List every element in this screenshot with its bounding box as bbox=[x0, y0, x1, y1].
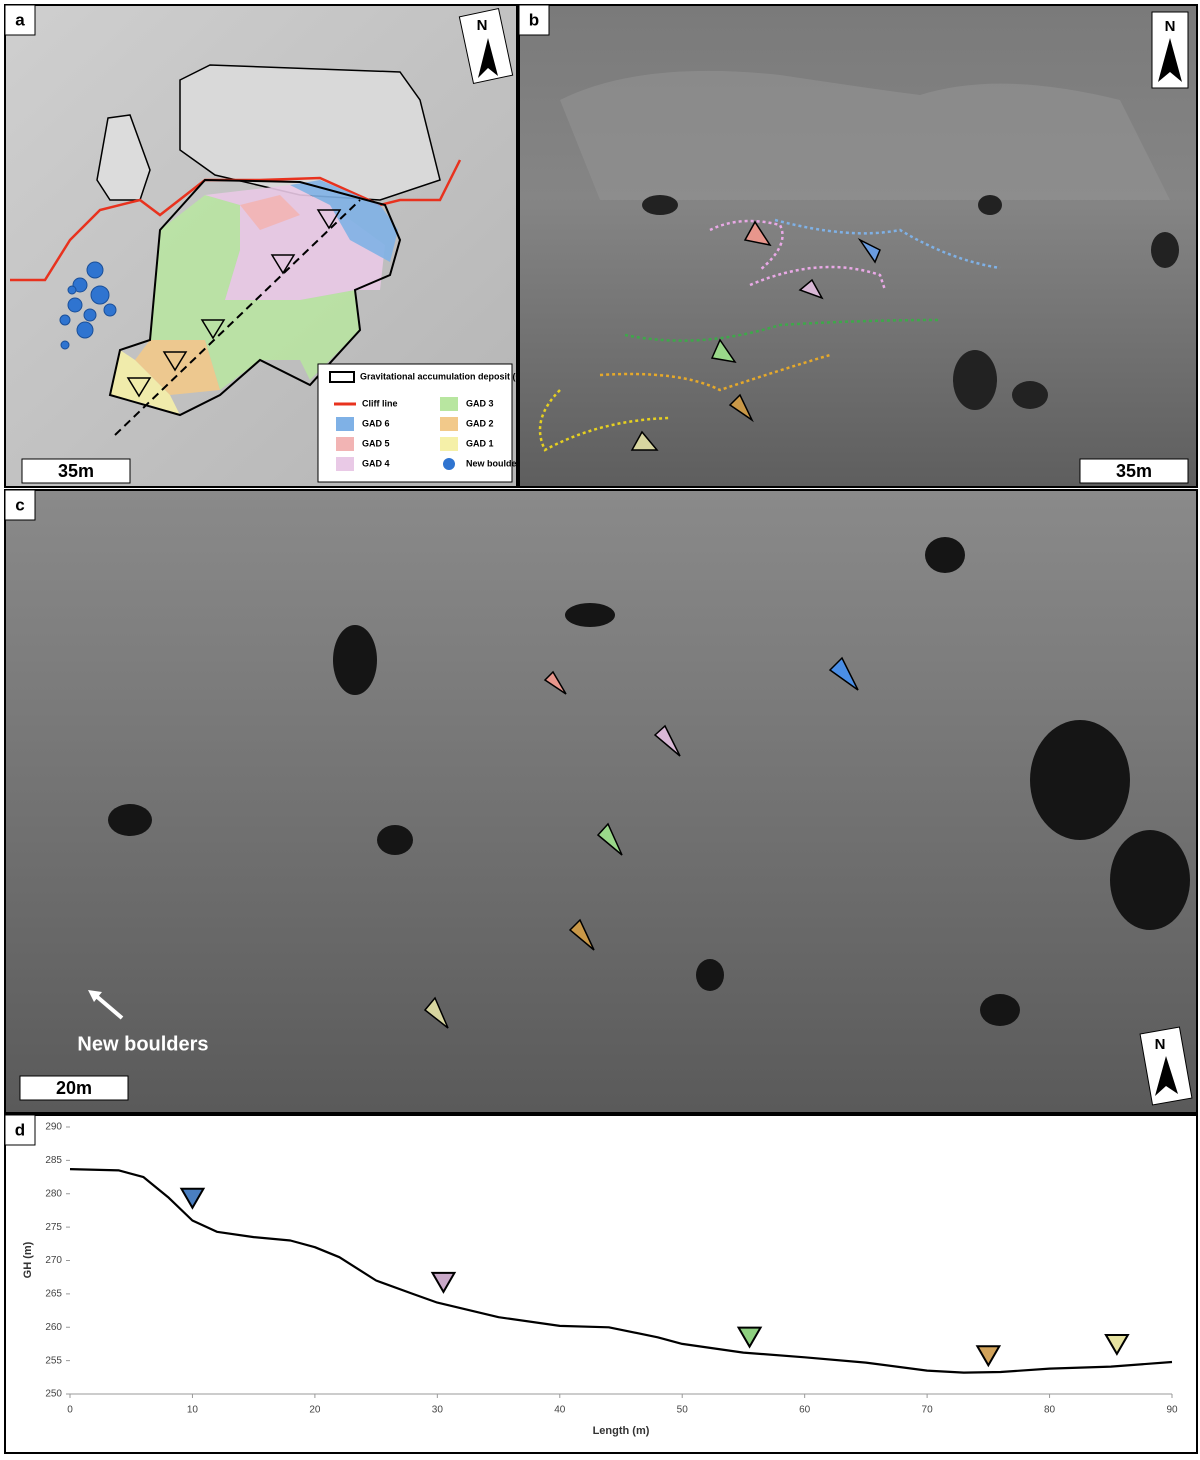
scale-box bbox=[1079, 458, 1189, 484]
y-axis-label: GH (m) bbox=[22, 1241, 34, 1278]
north-arrow bbox=[1158, 38, 1182, 82]
scale-box bbox=[19, 1075, 129, 1101]
gad-marker bbox=[179, 1187, 206, 1210]
panel-a: a 35m N Gravitational accumulation depos… bbox=[4, 4, 539, 488]
panel-label: d bbox=[15, 1120, 25, 1139]
gad-6 bbox=[290, 180, 398, 262]
x-tick-label: 80 bbox=[1044, 1405, 1056, 1416]
scale-bar: 35m bbox=[1116, 461, 1152, 481]
panel-b: b 35m N bbox=[518, 4, 1198, 488]
north-label: N bbox=[1155, 1036, 1166, 1053]
annotation-arrow bbox=[93, 993, 124, 1020]
y-tick-label: 255 bbox=[45, 1355, 62, 1366]
north-arrow bbox=[1155, 1056, 1178, 1096]
x-tick-label: 10 bbox=[187, 1405, 199, 1416]
x-tick-label: 0 bbox=[67, 1405, 73, 1416]
profile-markers bbox=[126, 209, 342, 398]
legend-swatch bbox=[336, 437, 354, 451]
y-tick-label: 270 bbox=[45, 1255, 62, 1266]
legend-label: New boulder bbox=[466, 458, 521, 468]
image bbox=[4, 489, 1198, 1114]
panel-label: a bbox=[15, 10, 25, 29]
gad-outlines bbox=[538, 218, 1001, 452]
legend-swatch bbox=[440, 437, 458, 451]
label-box bbox=[4, 489, 36, 521]
y-tick-label: 275 bbox=[45, 1222, 62, 1233]
scale-bar: 20m bbox=[56, 1078, 92, 1098]
annotation-arrowhead bbox=[88, 990, 102, 1002]
label-box bbox=[518, 4, 550, 36]
legend-swatch bbox=[443, 458, 455, 470]
block bbox=[179, 64, 441, 201]
y-tick-label: 265 bbox=[45, 1289, 62, 1300]
legend-label: GAD 4 bbox=[362, 458, 390, 468]
legend-label: GAD 6 bbox=[362, 418, 390, 428]
gad-marker bbox=[975, 1345, 1002, 1368]
arrows bbox=[630, 220, 881, 451]
scale-box bbox=[21, 458, 131, 484]
gad-outline bbox=[108, 178, 402, 417]
x-tick-label: 20 bbox=[309, 1405, 321, 1416]
profile-line bbox=[69, 1168, 1173, 1374]
image bbox=[518, 4, 1198, 488]
panel-label: c bbox=[15, 495, 24, 514]
scale-bar: 35m bbox=[58, 461, 94, 481]
legend-label: GAD 3 bbox=[466, 398, 494, 408]
x-axis-label: Length (m) bbox=[593, 1425, 650, 1437]
label-box bbox=[4, 4, 36, 36]
gad-5 bbox=[240, 195, 300, 230]
panel-label: b bbox=[529, 10, 539, 29]
y-tick-label: 250 bbox=[45, 1389, 62, 1400]
shadows bbox=[108, 537, 1190, 1026]
panel-d: d Length (m) GH (m) 250 255 260 265 270 275 28… bbox=[4, 1114, 1198, 1454]
y-tick-label: 280 bbox=[45, 1188, 62, 1199]
chart-frame bbox=[4, 1114, 1198, 1454]
legend-label: GAD 1 bbox=[466, 438, 494, 448]
legend-swatch bbox=[336, 417, 354, 431]
y-tick-label: 290 bbox=[45, 1122, 62, 1133]
shadows bbox=[642, 195, 1179, 410]
panel-c: New boulders c 20m N bbox=[4, 489, 1198, 1114]
north-arrow bbox=[478, 38, 498, 78]
y-tick-label: 260 bbox=[45, 1322, 62, 1333]
arrows bbox=[423, 656, 859, 1029]
plateau bbox=[560, 70, 1170, 200]
gad-marker bbox=[736, 1326, 763, 1349]
legend-label: Cliff line bbox=[362, 398, 398, 408]
label-box bbox=[4, 1114, 36, 1146]
x-tick-label: 50 bbox=[677, 1405, 689, 1416]
x-tick-label: 90 bbox=[1166, 1405, 1178, 1416]
gad-3 bbox=[150, 195, 360, 390]
y-tick-label: 285 bbox=[45, 1155, 62, 1166]
legend-label: Gravitational accumulation deposit (GAD) bbox=[360, 371, 539, 381]
x-tick-label: 70 bbox=[922, 1405, 934, 1416]
annotation: New boulders bbox=[77, 1033, 208, 1055]
legend-items: Gravitational accumulation deposit (GAD)… bbox=[329, 371, 539, 471]
profile-line bbox=[114, 199, 361, 436]
north-label: N bbox=[1165, 18, 1176, 35]
x-tick-label: 60 bbox=[799, 1405, 811, 1416]
legend-swatch bbox=[440, 417, 458, 431]
north-label: N bbox=[477, 17, 488, 34]
boulders bbox=[59, 261, 117, 350]
legend-swatch bbox=[440, 397, 458, 411]
gad-marker bbox=[1104, 1333, 1130, 1356]
legend-label: GAD 5 bbox=[362, 438, 390, 448]
gad-marker bbox=[430, 1271, 457, 1294]
gad-1 bbox=[110, 350, 180, 415]
x-tick-label: 30 bbox=[432, 1405, 444, 1416]
legend-label: GAD 2 bbox=[466, 418, 494, 428]
legend-swatch bbox=[336, 457, 354, 471]
x-tick-label: 40 bbox=[554, 1405, 566, 1416]
legend-swatch bbox=[329, 371, 355, 383]
